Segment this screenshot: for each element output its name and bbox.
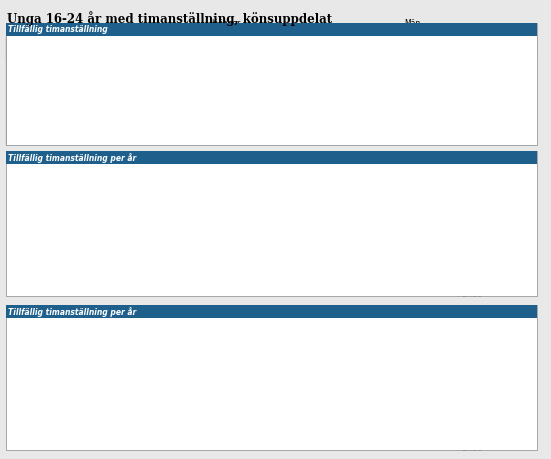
Text: Unga 16-24 år med timanställning, könsuppdelat: Unga 16-24 år med timanställning, könsup… [7, 11, 332, 26]
Text: Tillfällig timanställning: Tillfällig timanställning [8, 25, 108, 34]
Title: Kvinnor: Kvinnor [243, 164, 278, 173]
Text: Månad: Månad [456, 444, 482, 453]
Legend: 2013, 2014, 2015: 2013, 2014, 2015 [494, 329, 526, 365]
Title: Män: Män [251, 318, 270, 326]
Legend: 2013, 2014, 2015: 2013, 2014, 2015 [494, 175, 526, 211]
Text: Kvinnor: Kvinnor [212, 19, 241, 28]
Text: Män: Män [404, 19, 420, 28]
Text: Månad: Månad [456, 290, 482, 299]
Bar [105, 52, 115, 61]
Text: Tillfällig timanställning per år: Tillfällig timanställning per år [8, 307, 137, 317]
Text: Tillfällig timanställning per år: Tillfällig timanställning per år [8, 153, 137, 163]
